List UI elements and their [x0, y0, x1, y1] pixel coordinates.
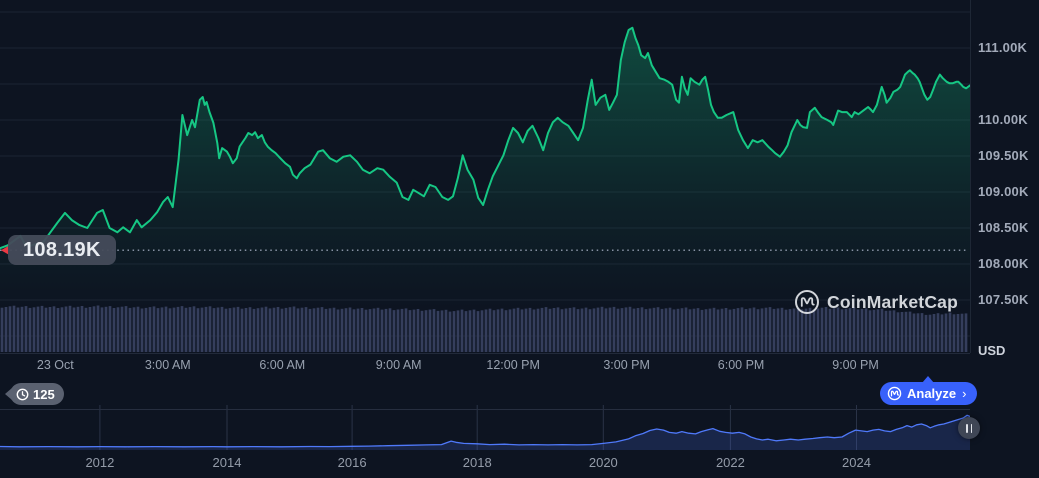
- time-axis-tick-label: 12:00 PM: [486, 358, 540, 372]
- y-axis-tick-label: 108.00K: [978, 256, 1029, 271]
- history-count: 125: [33, 386, 55, 402]
- price-chart[interactable]: [0, 0, 970, 353]
- currency-unit-label: USD: [978, 343, 1006, 358]
- chevron-right-icon: ›: [962, 386, 967, 401]
- volume-bars: [0, 305, 968, 352]
- analyze-button-tail: [922, 376, 934, 383]
- time-axis-tick-label: 9:00 AM: [375, 358, 422, 372]
- year-axis: 2012 2014 2016 2018 2020 2022 2024: [0, 455, 970, 473]
- time-axis: 23 Oct 3:00 AM 6:00 AM 9:00 AM 12:00 PM 3:00 …: [0, 358, 970, 376]
- analyze-button[interactable]: Analyze ›: [880, 376, 978, 405]
- history-count-badge[interactable]: 125: [5, 383, 64, 405]
- year-axis-tick-label: 2014: [212, 455, 242, 470]
- y-axis-tick-label: 110.00K: [978, 112, 1028, 127]
- y-axis-border: [970, 0, 971, 353]
- coinmarketcap-logo-icon: [795, 290, 820, 314]
- y-axis: 111.00K 110.00K 109.50K 109.00K 108.50K 108.0…: [970, 0, 1039, 358]
- y-axis-tick-label: 108.50K: [978, 220, 1029, 235]
- year-axis-tick-label: 2022: [715, 455, 745, 470]
- year-axis-tick-label: 2024: [842, 455, 871, 470]
- y-axis-tick-label: 109.50K: [978, 148, 1029, 163]
- year-axis-tick-label: 2016: [337, 455, 367, 470]
- analyze-logo-icon: [887, 386, 902, 401]
- timeline-resize-handle[interactable]: [958, 417, 980, 439]
- volume-separator-line: [0, 353, 970, 354]
- year-axis-tick-label: 2020: [588, 455, 618, 470]
- coinmarketcap-watermark: CoinMarketCap: [794, 289, 958, 315]
- open-price-label: 108.19K: [8, 235, 116, 266]
- time-axis-tick-label: 3:00 AM: [144, 358, 191, 372]
- handle-grip-bar: [970, 423, 973, 433]
- year-axis-tick-label: 2012: [85, 455, 115, 470]
- time-axis-tick-label: 6:00 PM: [717, 358, 765, 372]
- y-axis-tick-label: 111.00K: [978, 40, 1028, 55]
- history-clock-icon: [16, 388, 29, 400]
- time-axis-tick-label: 3:00 PM: [603, 358, 650, 372]
- year-axis-tick-label: 2018: [462, 455, 492, 470]
- y-axis-tick-label: 107.50K: [978, 292, 1029, 307]
- history-badge-pointer-icon: [5, 388, 12, 400]
- open-price-value: 108.19K: [23, 238, 101, 261]
- time-axis-tick-label: 23 Oct: [36, 358, 74, 372]
- time-axis-tick-label: 6:00 AM: [259, 358, 306, 372]
- handle-grip-bar: [965, 423, 968, 433]
- watermark-text: CoinMarketCap: [827, 291, 958, 312]
- timeline-brush-chart[interactable]: [0, 405, 970, 450]
- analyze-label: Analyze: [907, 386, 957, 401]
- y-axis-tick-label: 109.00K: [978, 184, 1029, 199]
- time-axis-tick-label: 9:00 PM: [832, 358, 879, 372]
